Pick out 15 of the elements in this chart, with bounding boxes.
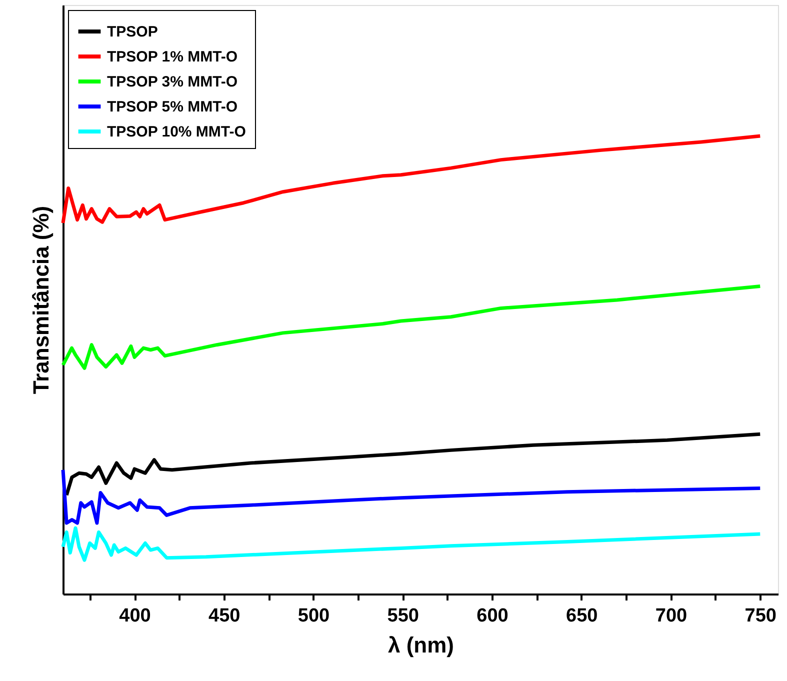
x-tick-label: 400	[119, 606, 151, 626]
x-tick-label: 450	[208, 606, 240, 626]
x-tick-label: 550	[387, 606, 419, 626]
legend-label: TPSOP 5% MMT-O	[107, 98, 238, 116]
x-tick-label: 600	[476, 606, 508, 626]
x-tick-label: 750	[744, 606, 776, 626]
legend-label: TPSOP 3% MMT-O	[107, 74, 238, 90]
legend-label: TPSOP 1% MMT-O	[107, 48, 238, 66]
legend-label: TPSOP 10% MMT-O	[107, 124, 246, 140]
legend-label: TPSOP	[107, 24, 158, 40]
y-axis-title: Transmitância (%)	[28, 206, 54, 394]
x-tick-label: 500	[298, 606, 330, 626]
x-tick-label: 700	[655, 606, 688, 626]
x-axis-title: λ (nm)	[388, 632, 454, 658]
x-tick-label: 650	[566, 606, 598, 626]
